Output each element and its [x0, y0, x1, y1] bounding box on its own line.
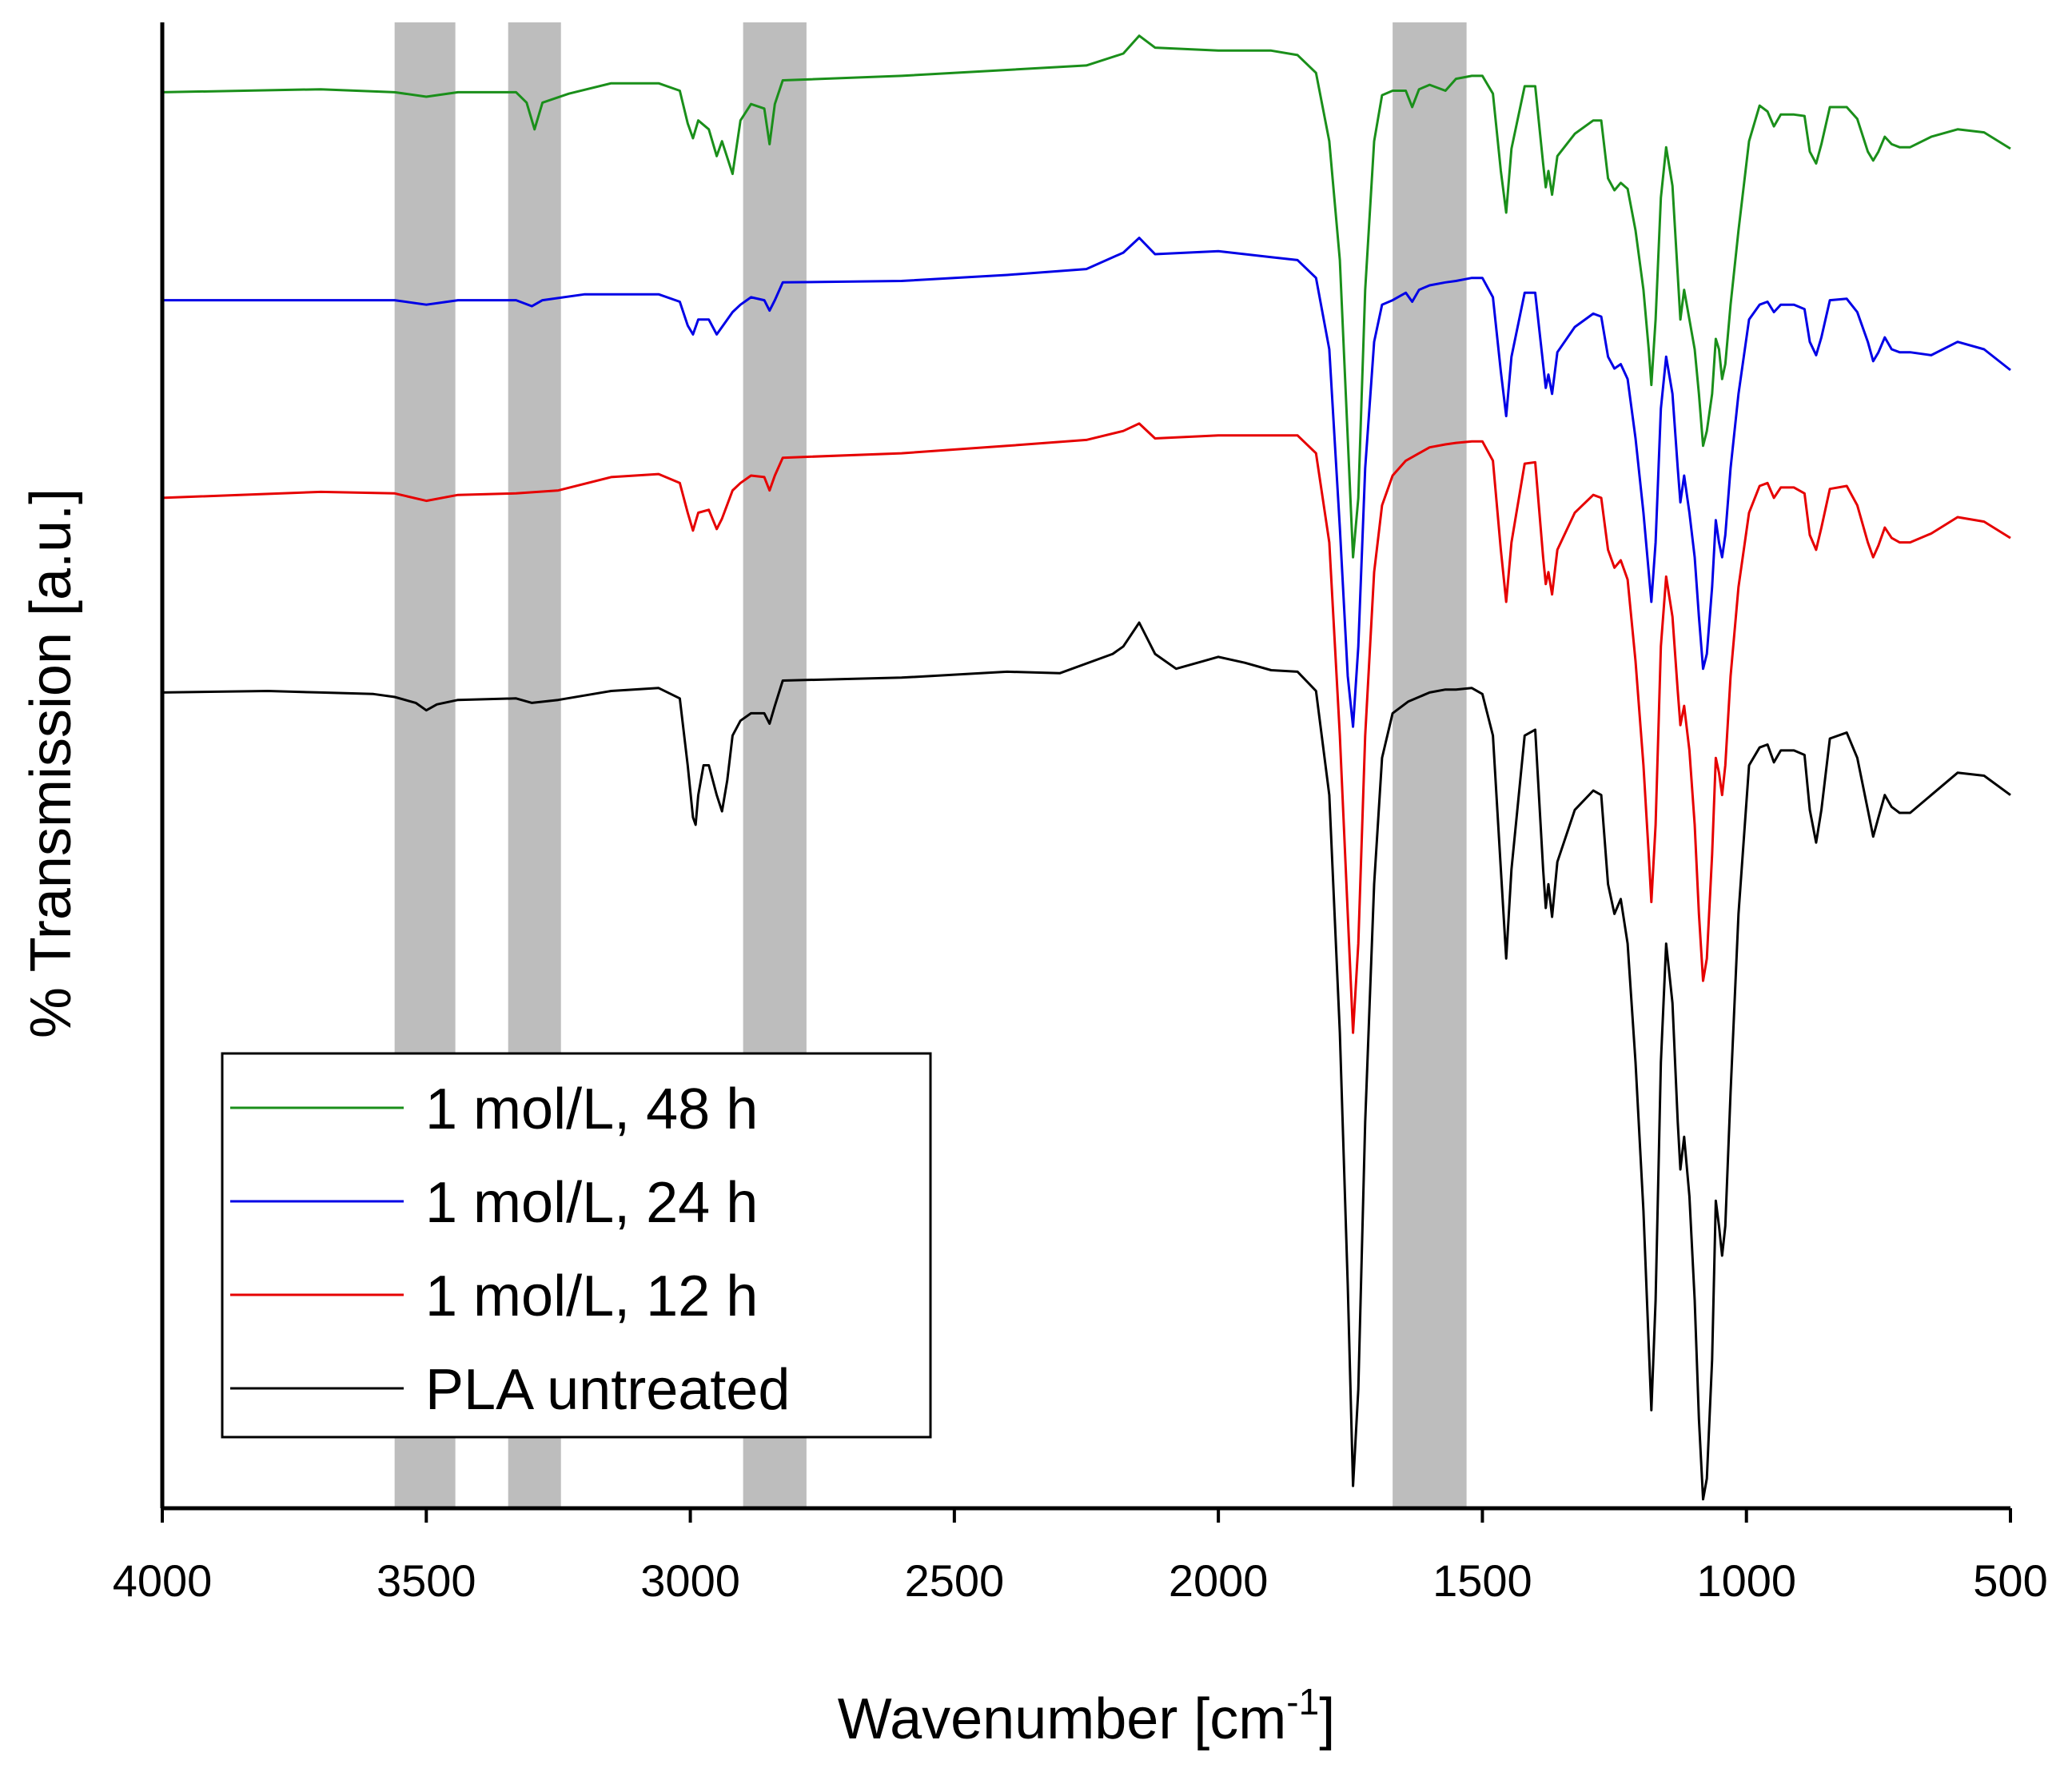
legend-label: 1 mol/L, 24 h — [425, 1171, 758, 1235]
series-line-pla-untreated — [161, 621, 2011, 1501]
legend-box — [221, 1052, 932, 1439]
legend-label: 1 mol/L, 12 h — [425, 1264, 758, 1328]
series-line-1-mol-l-24-h — [162, 237, 2011, 728]
series-line-1-mol-l-12-h — [161, 422, 2011, 1034]
legend-label: 1 mol/L, 48 h — [425, 1077, 758, 1141]
x-axis-title: Wavenumber [cm-1] — [838, 1681, 1335, 1751]
x-axis-title-suffix: ] — [1319, 1687, 1335, 1751]
legend-label: PLA untreated — [425, 1358, 790, 1422]
x-axis-title-superscript: -1 — [1286, 1681, 1319, 1722]
axes — [160, 22, 2010, 1511]
x-axis-title-main: Wavenumber [cm — [838, 1687, 1286, 1751]
x-ticks: 4000 3500 3000 2500 2000 1500 1000 500 — [113, 1508, 2048, 1606]
x-tick-label: 4000 — [113, 1555, 213, 1606]
highlight-band-4 — [1393, 22, 1467, 1508]
y-axis-title: % Transmission [a.u.] — [19, 488, 83, 1038]
x-tick-label: 3000 — [640, 1555, 740, 1606]
x-tick-label: 3500 — [377, 1555, 476, 1606]
x-tick-label: 500 — [1973, 1555, 2047, 1606]
series-line-1-mol-l-48-h — [161, 34, 2011, 559]
x-tick-label: 1000 — [1696, 1555, 1796, 1606]
x-tick-label: 2500 — [905, 1555, 1005, 1606]
spectra-series — [161, 34, 2011, 1501]
x-tick-label: 1500 — [1432, 1555, 1532, 1606]
highlight-bands — [394, 22, 1467, 1508]
legend: 1 mol/L, 48 h 1 mol/L, 24 h 1 mol/L, 12 h P… — [221, 1052, 932, 1439]
x-tick-label: 2000 — [1169, 1555, 1269, 1606]
